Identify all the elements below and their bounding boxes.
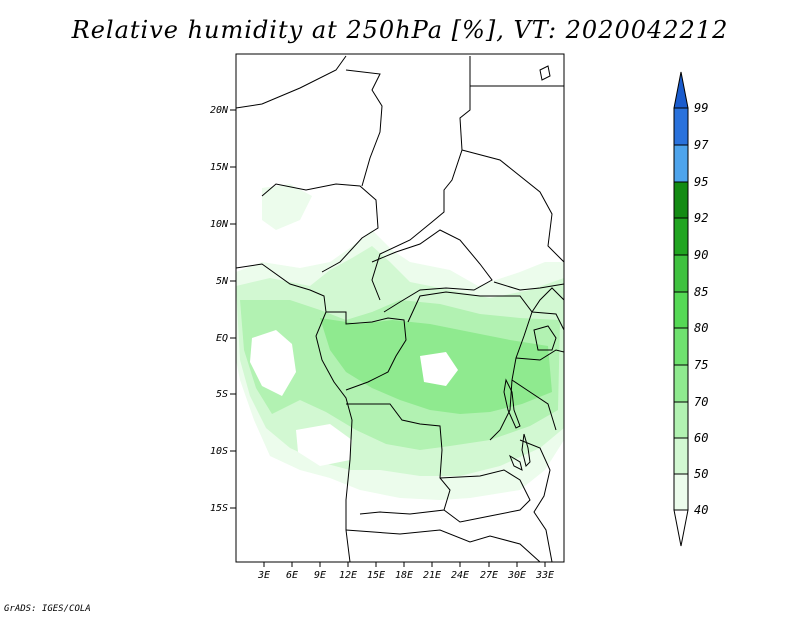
colorbar-label-92: 92 bbox=[694, 211, 708, 225]
humidity-field bbox=[236, 184, 564, 500]
colorbar-label-80: 80 bbox=[694, 321, 708, 335]
colorbar-segment-50-60 bbox=[673, 437, 689, 475]
border-angola bbox=[346, 403, 451, 515]
map-title: Relative humidity at 250hPa [%], VT: 202… bbox=[71, 16, 729, 44]
lakes bbox=[503, 65, 557, 471]
colorbar-segment-70-75 bbox=[673, 364, 689, 403]
colorbar-label-90: 90 bbox=[694, 248, 708, 262]
colorbar-segment-75-80 bbox=[673, 327, 689, 366]
lon-label-30e: 30E bbox=[507, 570, 526, 581]
lon-label-6e: 6E bbox=[286, 570, 298, 581]
colorbar-segment-95-97 bbox=[673, 144, 689, 183]
lat-label-10s: 10S bbox=[210, 446, 228, 457]
lake-malawi bbox=[521, 433, 531, 467]
country-borders bbox=[236, 55, 564, 562]
lon-label-15e: 15E bbox=[367, 570, 385, 581]
colorbar-over-arrow bbox=[673, 71, 689, 109]
lat-label-15n: 15N bbox=[210, 162, 229, 173]
lon-label-3e: 3E bbox=[257, 570, 270, 581]
colorbar-label-75: 75 bbox=[694, 358, 708, 372]
border-car bbox=[371, 229, 493, 313]
border-sudan bbox=[461, 85, 564, 291]
lat-label-10n: 10N bbox=[210, 219, 229, 230]
humidity-dry-pocket-west bbox=[250, 330, 296, 396]
lon-label-27e: 27E bbox=[480, 570, 498, 581]
lat-label-20n: 20N bbox=[210, 105, 229, 116]
humidity-region-north-patch bbox=[262, 184, 312, 230]
lat-axis: 20N 15N 10N 5N EQ 5S 10S 15S bbox=[210, 105, 236, 514]
lat-label-5n: 5N bbox=[216, 276, 229, 287]
lake-tanganyika bbox=[503, 378, 521, 429]
lat-label-5s: 5S bbox=[216, 389, 228, 400]
border-east bbox=[511, 287, 564, 431]
lake-tana bbox=[539, 65, 551, 81]
lake-kariba bbox=[508, 454, 523, 471]
humidity-dry-pocket-central bbox=[420, 352, 458, 386]
lon-label-33e: 33E bbox=[535, 570, 554, 581]
colorbar-label-70: 70 bbox=[694, 395, 708, 409]
colorbar-label-40: 40 bbox=[694, 503, 708, 517]
colorbar-segment-90-92 bbox=[673, 217, 689, 256]
border-zambia bbox=[439, 469, 531, 523]
border-drc bbox=[407, 291, 533, 441]
colorbar-label-99: 99 bbox=[694, 101, 708, 115]
colorbar-segment-80-85 bbox=[673, 291, 689, 329]
colorbar-segment-85-90 bbox=[673, 254, 689, 293]
lon-axis: 3E 6E 9E 12E 15E 18E 21E 24E 27E 30E 33E bbox=[257, 562, 554, 581]
border-namibia bbox=[345, 529, 541, 562]
coastline bbox=[236, 263, 353, 562]
grads-credit: GrADS: IGES/COLA bbox=[4, 604, 91, 614]
colorbar-segment-60-70 bbox=[673, 401, 689, 439]
lake-victoria bbox=[533, 325, 557, 351]
border-gabon-congo bbox=[326, 311, 407, 391]
map-frame bbox=[235, 53, 565, 563]
colorbar: 99 97 95 92 90 85 80 75 70 60 50 40 bbox=[673, 71, 709, 547]
border-libya-egypt bbox=[371, 56, 471, 301]
lon-label-21e: 21E bbox=[423, 570, 441, 581]
border-nigeria bbox=[261, 183, 379, 273]
colorbar-label-95: 95 bbox=[694, 175, 708, 189]
colorbar-segment-40-50 bbox=[673, 473, 689, 511]
colorbar-label-85: 85 bbox=[694, 285, 708, 299]
colorbar-label-50: 50 bbox=[694, 467, 708, 481]
colorbar-label-60: 60 bbox=[694, 431, 708, 445]
colorbar-under-arrow bbox=[673, 509, 689, 547]
humidity-dry-pocket-south bbox=[296, 424, 352, 466]
lon-label-24e: 24E bbox=[451, 570, 469, 581]
lat-label-eq: EQ bbox=[216, 333, 228, 344]
border-sahara bbox=[236, 55, 383, 187]
colorbar-label-97: 97 bbox=[694, 138, 709, 152]
lon-label-18e: 18E bbox=[395, 570, 413, 581]
lon-label-9e: 9E bbox=[314, 570, 326, 581]
lat-label-15s: 15S bbox=[210, 503, 228, 514]
colorbar-segment-97-99 bbox=[673, 107, 689, 146]
border-mozambique bbox=[519, 439, 553, 562]
lon-label-12e: 12E bbox=[339, 570, 357, 581]
colorbar-segment-92-95 bbox=[673, 181, 689, 219]
